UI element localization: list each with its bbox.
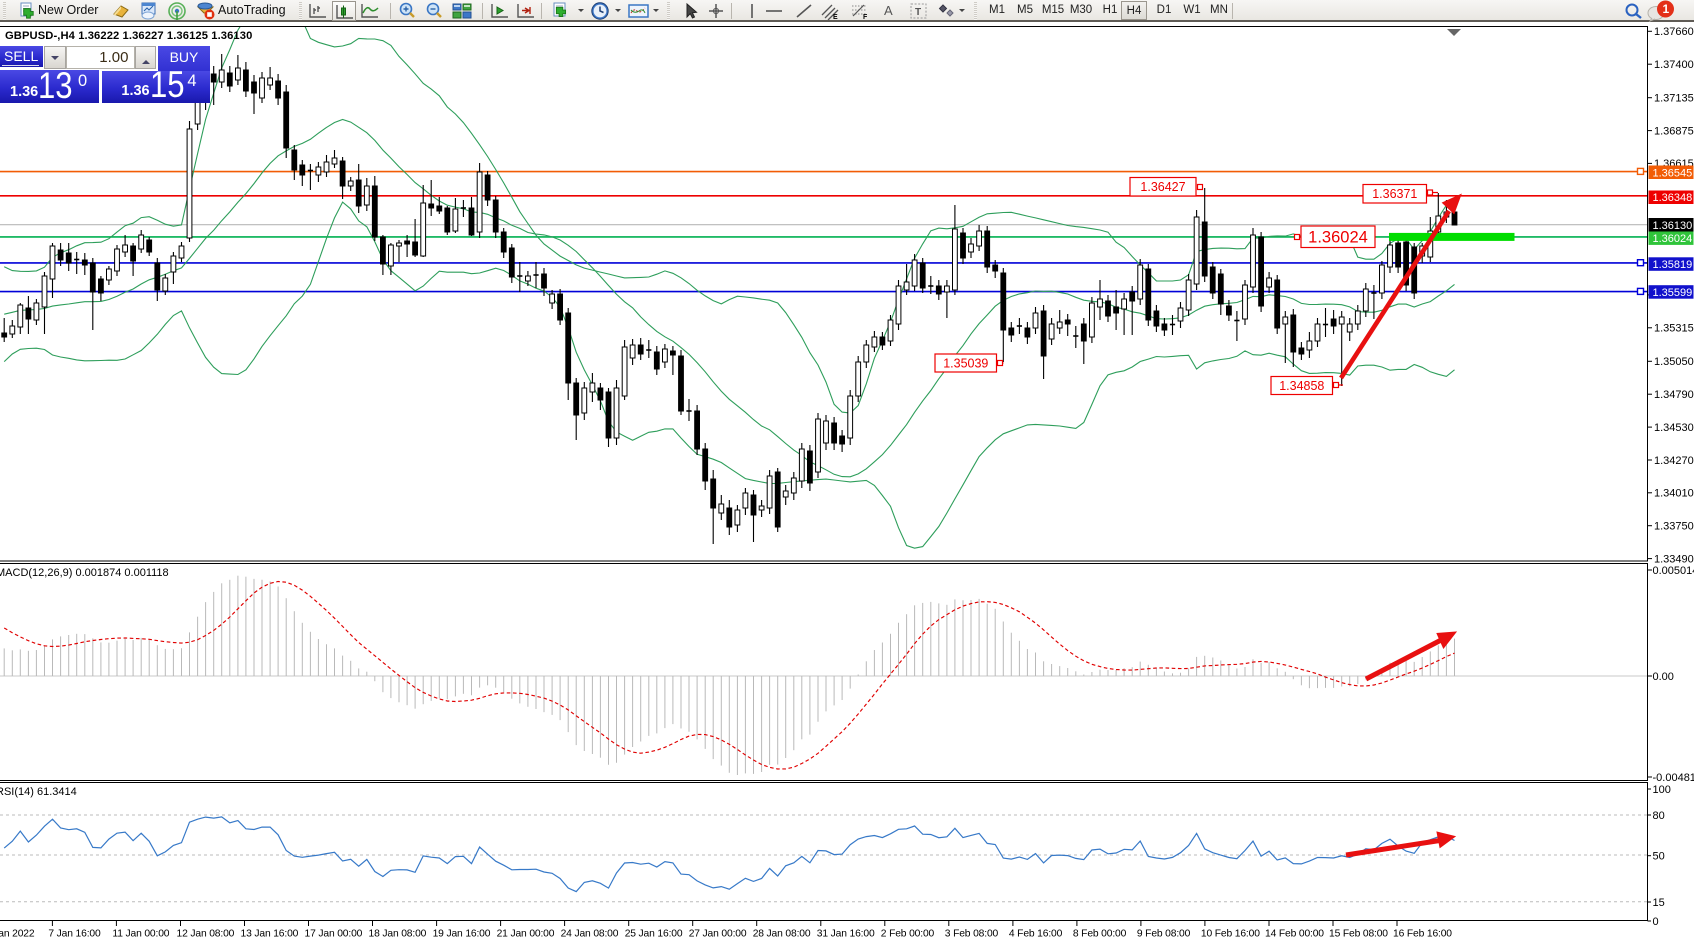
- svg-text:0: 0: [1653, 916, 1659, 928]
- svg-text:100: 100: [1653, 784, 1671, 796]
- svg-text:10 Feb 16:00: 10 Feb 16:00: [1201, 929, 1260, 940]
- svg-text:21 Jan 00:00: 21 Jan 00:00: [497, 929, 555, 940]
- svg-text:17 Jan 00:00: 17 Jan 00:00: [305, 929, 363, 940]
- svg-text:7 Jan 16:00: 7 Jan 16:00: [48, 929, 101, 940]
- svg-text:16 Feb 16:00: 16 Feb 16:00: [1393, 929, 1452, 940]
- svg-text:2 Feb 00:00: 2 Feb 00:00: [881, 929, 935, 940]
- svg-text:12 Jan 08:00: 12 Jan 08:00: [177, 929, 235, 940]
- svg-text:1.35050: 1.35050: [1654, 356, 1694, 368]
- svg-text:RSI(14) 61.3414: RSI(14) 61.3414: [0, 786, 77, 798]
- svg-text:1.36348: 1.36348: [1653, 192, 1693, 204]
- svg-text:GBPUSD-,H4 1.36222 1.36227 1.: GBPUSD-,H4 1.36222 1.36227 1.36125 1.361…: [5, 30, 252, 42]
- svg-text:15: 15: [1653, 897, 1665, 909]
- svg-text:1.36545: 1.36545: [1653, 167, 1693, 179]
- svg-text:31 Jan 16:00: 31 Jan 16:00: [817, 929, 875, 940]
- svg-text:27 Jan 00:00: 27 Jan 00:00: [689, 929, 747, 940]
- svg-text:15 Feb 08:00: 15 Feb 08:00: [1329, 929, 1388, 940]
- svg-text:1.34790: 1.34790: [1654, 389, 1694, 401]
- svg-text:24 Jan 08:00: 24 Jan 08:00: [561, 929, 619, 940]
- svg-text:1.36024: 1.36024: [1653, 233, 1693, 245]
- svg-text:1.34270: 1.34270: [1654, 455, 1694, 467]
- svg-text:1.33750: 1.33750: [1654, 521, 1694, 533]
- svg-text:1.35039: 1.35039: [943, 357, 988, 371]
- svg-text:9 Feb 08:00: 9 Feb 08:00: [1137, 929, 1191, 940]
- svg-text:1.37660: 1.37660: [1654, 26, 1694, 38]
- svg-text:MACD(12,26,9) 0.001874 0.00111: MACD(12,26,9) 0.001874 0.001118: [0, 567, 169, 579]
- svg-text:50: 50: [1653, 851, 1665, 863]
- svg-text:3 Feb 08:00: 3 Feb 08:00: [945, 929, 999, 940]
- svg-text:19 Jan 16:00: 19 Jan 16:00: [433, 929, 491, 940]
- svg-text:1.36024: 1.36024: [1308, 229, 1368, 247]
- svg-text:1.35599: 1.35599: [1653, 287, 1693, 299]
- svg-text:1.36875: 1.36875: [1654, 125, 1694, 137]
- svg-text:25 Jan 16:00: 25 Jan 16:00: [625, 929, 683, 940]
- svg-text:T: T: [915, 7, 921, 18]
- svg-text:1.35819: 1.35819: [1653, 259, 1693, 271]
- svg-text:F: F: [863, 14, 868, 21]
- svg-text:1.35315: 1.35315: [1654, 323, 1694, 335]
- svg-text:1.36371: 1.36371: [1372, 187, 1417, 201]
- svg-text:1.37400: 1.37400: [1654, 59, 1694, 71]
- svg-text:4 Feb 16:00: 4 Feb 16:00: [1009, 929, 1063, 940]
- svg-text:80: 80: [1653, 810, 1665, 822]
- svg-text:1.33490: 1.33490: [1654, 553, 1694, 565]
- svg-text:1.34530: 1.34530: [1654, 422, 1694, 434]
- svg-text:18 Jan 08:00: 18 Jan 08:00: [369, 929, 427, 940]
- svg-text:0.005014: 0.005014: [1653, 565, 1694, 577]
- svg-text:1.36427: 1.36427: [1140, 180, 1185, 194]
- svg-text:1.34010: 1.34010: [1654, 488, 1694, 500]
- svg-text:-0.004812: -0.004812: [1653, 772, 1694, 784]
- svg-text:13 Jan 16:00: 13 Jan 16:00: [241, 929, 299, 940]
- svg-text:1.34858: 1.34858: [1279, 379, 1324, 393]
- svg-text:1.36130: 1.36130: [1653, 220, 1693, 232]
- svg-text:0.00: 0.00: [1653, 671, 1674, 683]
- svg-text:6 Jan 2022: 6 Jan 2022: [0, 929, 35, 940]
- svg-text:11 Jan 00:00: 11 Jan 00:00: [112, 929, 169, 940]
- svg-text:28 Jan 08:00: 28 Jan 08:00: [753, 929, 811, 940]
- svg-text:8 Feb 00:00: 8 Feb 00:00: [1073, 929, 1127, 940]
- svg-text:E: E: [833, 14, 838, 21]
- svg-text:1.37135: 1.37135: [1654, 93, 1694, 105]
- svg-text:1: 1: [1663, 2, 1670, 16]
- svg-text:14 Feb 00:00: 14 Feb 00:00: [1265, 929, 1324, 940]
